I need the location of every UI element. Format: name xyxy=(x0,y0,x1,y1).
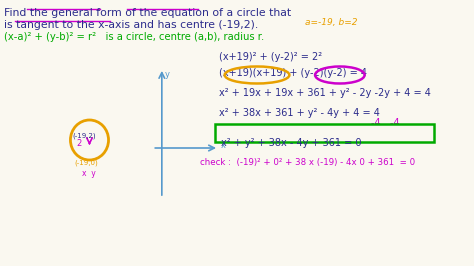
Text: (-19,2): (-19,2) xyxy=(73,133,96,139)
Text: (x-a)² + (y-b)² = r²   is a circle, centre (a,b), radius r.: (x-a)² + (y-b)² = r² is a circle, centre… xyxy=(4,32,264,42)
Text: a=-19, b=2: a=-19, b=2 xyxy=(305,18,357,27)
Text: x² + y² + 38x - 4y + 361 = 0: x² + y² + 38x - 4y + 361 = 0 xyxy=(221,138,361,148)
Text: (-19,0): (-19,0) xyxy=(74,160,98,167)
Text: check :  (-19)² + 0² + 38 x (-19) - 4x 0 + 361  = 0: check : (-19)² + 0² + 38 x (-19) - 4x 0 … xyxy=(200,158,415,167)
Text: -4   -4: -4 -4 xyxy=(371,118,400,128)
Text: 2: 2 xyxy=(77,139,82,148)
Text: x² + 19x + 19x + 361 + y² - 2y -2y + 4 = 4: x² + 19x + 19x + 361 + y² - 2y -2y + 4 =… xyxy=(219,88,431,98)
Text: (x+19)(x+19) + (y-2)(y-2) = 4: (x+19)(x+19) + (y-2)(y-2) = 4 xyxy=(219,68,367,78)
Text: y: y xyxy=(164,70,170,79)
Text: x: x xyxy=(221,140,226,149)
Bar xyxy=(215,124,434,142)
Text: Find the general form of the equation of a circle that: Find the general form of the equation of… xyxy=(4,8,291,18)
Text: (x+19)² + (y-2)² = 2²: (x+19)² + (y-2)² = 2² xyxy=(219,52,322,62)
Text: is tangent to the x-axis and has centre (-19,2).: is tangent to the x-axis and has centre … xyxy=(4,20,258,30)
Text: x  y: x y xyxy=(82,169,96,178)
Text: x² + 38x + 361 + y² - 4y + 4 = 4: x² + 38x + 361 + y² - 4y + 4 = 4 xyxy=(219,108,380,118)
